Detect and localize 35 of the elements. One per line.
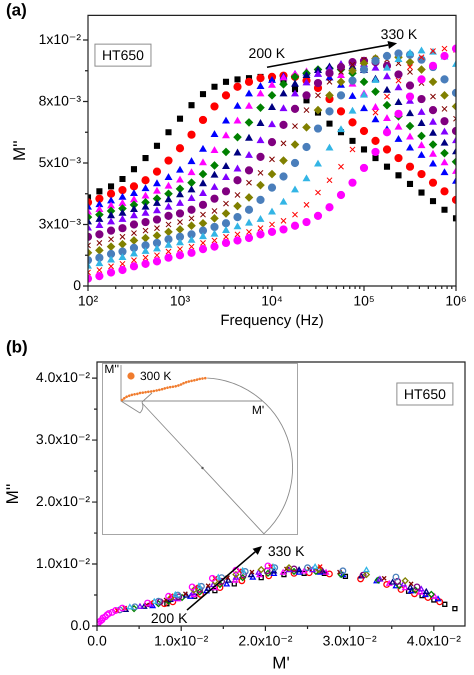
y-axis-title: M'' xyxy=(10,140,29,162)
x-tick-label: 10³ xyxy=(170,292,190,308)
chart-title: (a) xyxy=(6,0,27,20)
y-tick-label: 1x10⁻² xyxy=(38,30,82,47)
annotation: 300 K xyxy=(140,369,172,383)
y-tick-label: 3x10⁻³ xyxy=(38,215,82,232)
annotation: HT650 xyxy=(102,47,144,64)
x-tick-label: 10⁶ xyxy=(445,292,467,308)
y-tick-label: 0.0 xyxy=(70,616,90,633)
annotation: 200 K xyxy=(150,610,188,626)
x-axis-title: M' xyxy=(272,653,290,672)
annotation: 330 K xyxy=(268,542,306,559)
text: M'' xyxy=(104,362,119,376)
y-tick-label: 8x10⁻³ xyxy=(38,92,82,108)
y-tick-label: 0 xyxy=(73,276,82,293)
y-tick-label: 2.0x10⁻² xyxy=(36,492,90,509)
x-tick-label: 1.0x10⁻² xyxy=(154,632,209,648)
x-tick-label: 10⁵ xyxy=(353,292,375,308)
annotation: 200 K xyxy=(248,45,286,62)
x-tick-label: 3.0x10⁻² xyxy=(322,632,378,648)
annotation: HT650 xyxy=(404,386,446,402)
x-tick-label: 2.0x10⁻² xyxy=(238,632,293,648)
y-tick-label: 4.0x10⁻² xyxy=(36,368,90,385)
x-tick-label: 4.0x10⁻² xyxy=(406,632,462,648)
y-axis-title: M'' xyxy=(2,484,22,504)
x-tick-label: 10⁴ xyxy=(261,292,283,308)
y-tick-label: 1.0x10⁻² xyxy=(36,554,90,571)
text: M' xyxy=(252,403,264,417)
y-tick-label: 5x10⁻³ xyxy=(38,154,82,170)
x-tick-label: 10² xyxy=(78,292,98,308)
x-axis-title: Frequency (Hz) xyxy=(220,312,324,330)
chart-title: (b) xyxy=(6,338,28,357)
x-tick-label: 0.0 xyxy=(87,632,107,648)
y-tick-label: 3.0x10⁻² xyxy=(36,430,90,447)
annotation: 330 K xyxy=(380,26,418,42)
